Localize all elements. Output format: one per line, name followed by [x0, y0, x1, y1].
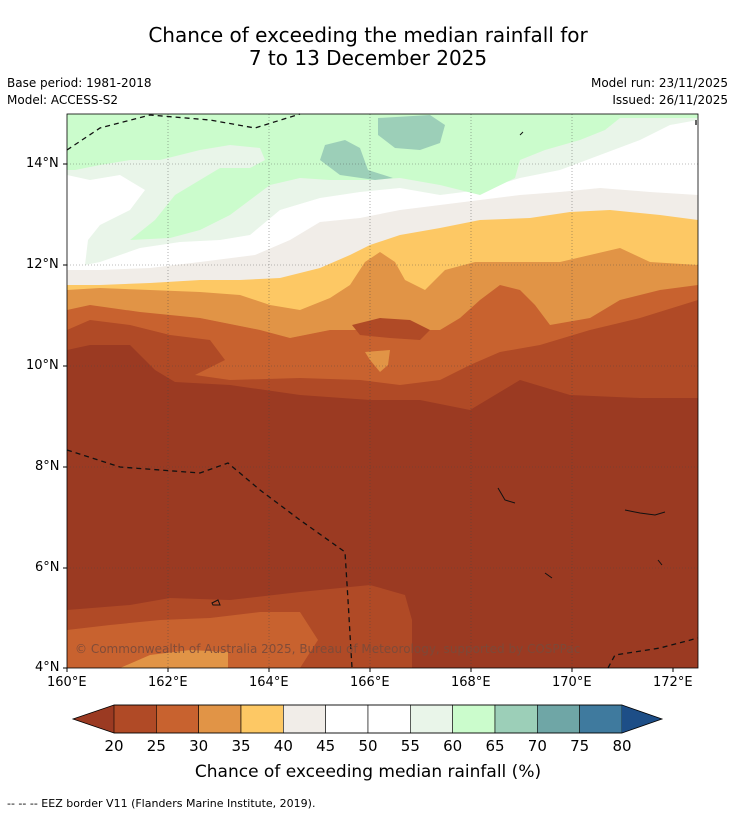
colorbar-tick-label: 70 — [527, 737, 547, 755]
colorbar-cell — [452, 704, 496, 734]
colorbar-cell — [494, 704, 538, 734]
colorbar-tick-label: 40 — [273, 737, 293, 755]
region-20-25-patch — [352, 318, 430, 340]
map-title-line2: 7 to 13 December 2025 — [248, 46, 488, 70]
colorbar-tick-label: 45 — [316, 737, 336, 755]
region-25-30-south — [67, 612, 318, 668]
y-tick-label: 8°N — [35, 459, 60, 474]
colorbar-cell — [325, 704, 369, 734]
model-name: Model: ACCESS-S2 — [7, 93, 119, 107]
x-tick-label: 162°E — [148, 675, 188, 690]
colorbar-cell — [198, 704, 242, 734]
map-title-line1: Chance of exceeding the median rainfall … — [148, 23, 588, 47]
x-tick-label: 172°E — [653, 675, 693, 690]
colorbar-tick-label: 65 — [485, 737, 505, 755]
plot-frame — [66, 113, 699, 669]
axis-ticks — [63, 163, 674, 672]
base-period: Base period: 1981-2018 — [7, 76, 152, 90]
model-run: Model run: 23/11/2025 — [590, 76, 728, 90]
y-tick-label: 4°N — [35, 660, 60, 675]
x-tick-label: 164°E — [249, 675, 289, 690]
region-30-35-patch — [365, 350, 390, 372]
x-tick-label: 168°E — [451, 675, 491, 690]
colorbar-cell — [240, 704, 284, 734]
colorbar-tick-label: 25 — [146, 737, 166, 755]
colorbar-over-arrow — [622, 705, 662, 733]
x-tick-label: 166°E — [350, 675, 390, 690]
colorbar-tick-label: 20 — [104, 737, 124, 755]
islands — [211, 131, 666, 606]
colorbar-cell — [283, 704, 326, 734]
colorbar-cell — [537, 704, 580, 734]
colorbar-cell — [410, 704, 453, 734]
colorbar-cell — [579, 704, 623, 734]
graticule — [67, 114, 698, 668]
copyright-notice: © Commonwealth of Australia 2025, Bureau… — [75, 642, 581, 656]
colorbar-under-arrow — [73, 705, 114, 733]
colorbar-cell — [113, 704, 157, 734]
y-tick-label: 12°N — [26, 257, 59, 272]
colorbar-tick-label: 55 — [400, 737, 420, 755]
colorbar-tick-label: 80 — [612, 737, 632, 755]
x-tick-label: 160°E — [47, 675, 87, 690]
region-65-70-north — [378, 115, 445, 150]
y-tick-label: 14°N — [26, 156, 59, 171]
colorbar — [71, 704, 664, 734]
y-tick-label: 10°N — [26, 358, 59, 373]
region-30-35-south — [120, 650, 228, 668]
y-tick-label: 6°N — [35, 560, 60, 575]
colorbar-tick-label: 50 — [358, 737, 378, 755]
colorbar-tick-label: 30 — [189, 737, 209, 755]
region-65-70-center — [320, 140, 393, 180]
x-tick-label: 170°E — [552, 675, 592, 690]
eez-footnote: -- -- -- EEZ border V11 (Flanders Marine… — [7, 797, 316, 810]
colorbar-tick-label: 75 — [570, 737, 590, 755]
colorbar-tick-label: 60 — [443, 737, 463, 755]
issued-date: Issued: 26/11/2025 — [612, 93, 728, 107]
colorbar-cell — [156, 704, 199, 734]
rainfall-probability-field — [67, 114, 698, 668]
colorbar-tick-label: 35 — [231, 737, 251, 755]
colorbar-title: Chance of exceeding median rainfall (%) — [194, 762, 542, 782]
colorbar-cell — [367, 704, 411, 734]
eez-borders — [66, 113, 699, 669]
